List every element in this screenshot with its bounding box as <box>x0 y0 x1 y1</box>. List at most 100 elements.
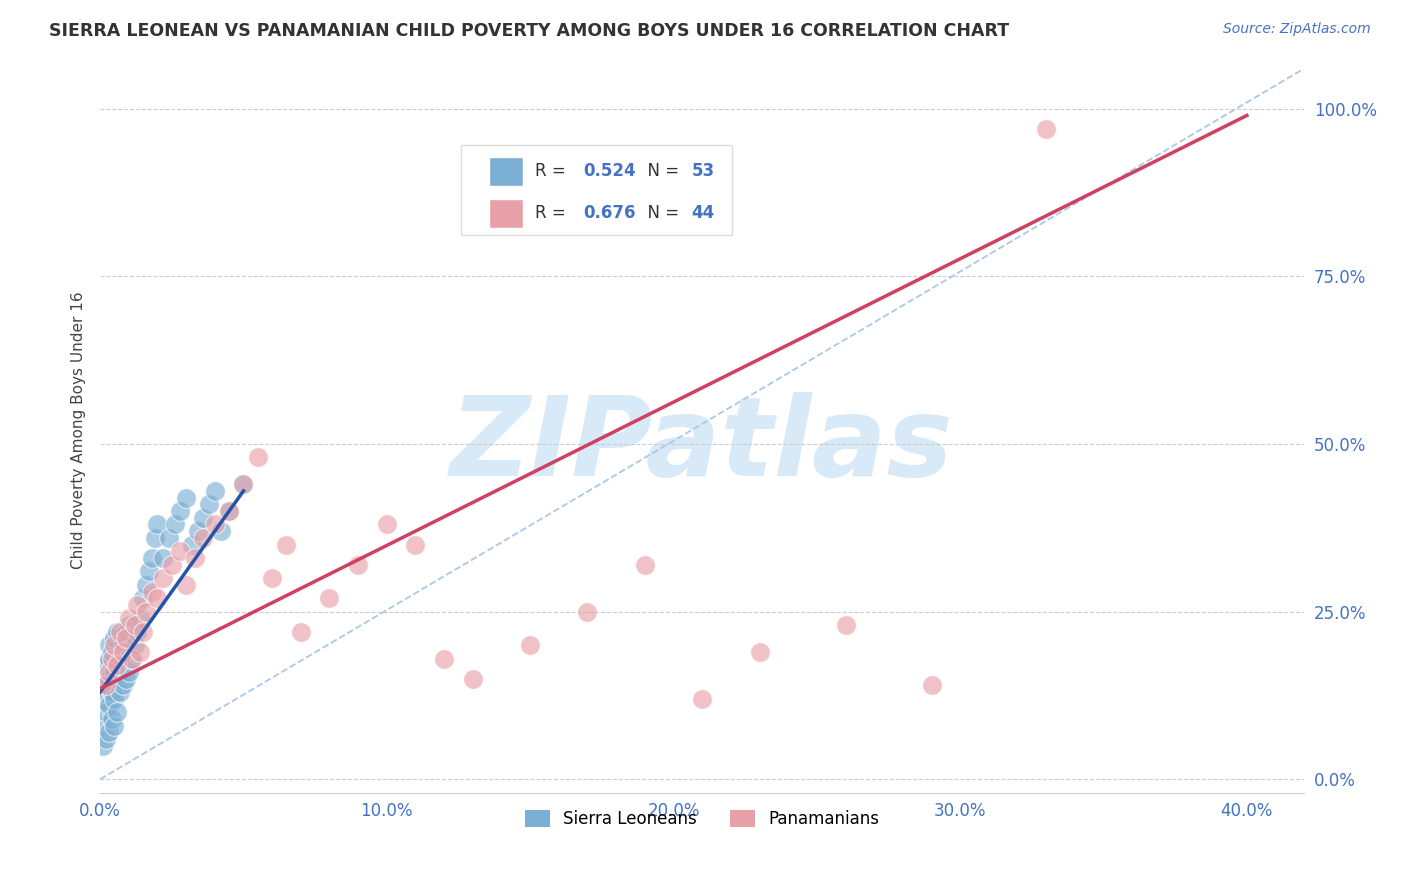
Point <box>748 645 770 659</box>
Point <box>129 645 152 659</box>
Point <box>141 551 163 566</box>
Point <box>218 504 240 518</box>
Text: ZIPatlas: ZIPatlas <box>450 392 955 499</box>
Point <box>143 531 166 545</box>
Point <box>146 517 169 532</box>
Point <box>218 504 240 518</box>
Point <box>97 651 120 665</box>
Point <box>94 705 117 719</box>
Point <box>184 551 207 566</box>
Point <box>97 665 120 679</box>
Point <box>105 672 128 686</box>
Point <box>127 598 149 612</box>
Point <box>97 638 120 652</box>
Point <box>105 624 128 639</box>
Point <box>94 658 117 673</box>
Point <box>690 691 713 706</box>
Point <box>169 544 191 558</box>
Point <box>276 538 298 552</box>
Point <box>198 497 221 511</box>
Point <box>100 685 122 699</box>
Point <box>135 578 157 592</box>
Point <box>152 571 174 585</box>
Text: SIERRA LEONEAN VS PANAMANIAN CHILD POVERTY AMONG BOYS UNDER 16 CORRELATION CHART: SIERRA LEONEAN VS PANAMANIAN CHILD POVER… <box>49 22 1010 40</box>
Point <box>209 524 232 538</box>
Text: R =: R = <box>534 204 571 222</box>
Point <box>121 651 143 665</box>
Point <box>163 517 186 532</box>
Point <box>138 565 160 579</box>
FancyBboxPatch shape <box>489 157 523 186</box>
Point <box>160 558 183 572</box>
Point <box>127 624 149 639</box>
Point <box>187 524 209 538</box>
Point <box>129 611 152 625</box>
Point <box>204 483 226 498</box>
Point <box>97 672 120 686</box>
Point <box>108 685 131 699</box>
Point <box>118 618 141 632</box>
Point <box>118 665 141 679</box>
Point <box>347 558 370 572</box>
Point <box>103 638 125 652</box>
Point <box>204 517 226 532</box>
Point <box>375 517 398 532</box>
Text: Source: ZipAtlas.com: Source: ZipAtlas.com <box>1223 22 1371 37</box>
Point <box>105 705 128 719</box>
Text: 53: 53 <box>692 162 714 180</box>
Point <box>100 645 122 659</box>
Text: N =: N = <box>637 162 685 180</box>
Point <box>1035 121 1057 136</box>
Point <box>103 665 125 679</box>
Point <box>921 678 943 692</box>
Point <box>262 571 284 585</box>
Point <box>232 477 254 491</box>
Point <box>232 477 254 491</box>
Point <box>100 712 122 726</box>
Legend: Sierra Leoneans, Panamanians: Sierra Leoneans, Panamanians <box>519 804 886 835</box>
Point <box>146 591 169 606</box>
Point <box>94 731 117 746</box>
Point <box>115 632 138 646</box>
Point <box>103 691 125 706</box>
Point <box>405 538 427 552</box>
Point <box>433 651 456 665</box>
Point <box>112 645 135 659</box>
Point <box>174 578 197 592</box>
Point <box>121 651 143 665</box>
Y-axis label: Child Poverty Among Boys Under 16: Child Poverty Among Boys Under 16 <box>72 292 86 569</box>
Point <box>132 591 155 606</box>
Point <box>94 678 117 692</box>
Point <box>103 718 125 732</box>
FancyBboxPatch shape <box>489 199 523 227</box>
Point <box>290 624 312 639</box>
Text: 0.676: 0.676 <box>583 204 636 222</box>
Point <box>576 605 599 619</box>
Point <box>118 611 141 625</box>
FancyBboxPatch shape <box>461 145 733 235</box>
Point <box>112 638 135 652</box>
Text: 44: 44 <box>692 204 714 222</box>
Point <box>108 624 131 639</box>
Point <box>461 672 484 686</box>
Point <box>97 725 120 739</box>
Point <box>103 632 125 646</box>
Point <box>115 624 138 639</box>
Point <box>105 658 128 673</box>
Point <box>91 691 114 706</box>
Point <box>91 718 114 732</box>
Text: 0.524: 0.524 <box>583 162 636 180</box>
Point <box>124 618 146 632</box>
Point <box>152 551 174 566</box>
Point <box>174 491 197 505</box>
Point <box>135 605 157 619</box>
Point <box>834 618 856 632</box>
Point <box>193 531 215 545</box>
Point <box>94 678 117 692</box>
Point <box>115 672 138 686</box>
Point <box>97 698 120 713</box>
Text: N =: N = <box>637 204 685 222</box>
Point <box>124 638 146 652</box>
Point <box>169 504 191 518</box>
Point <box>157 531 180 545</box>
